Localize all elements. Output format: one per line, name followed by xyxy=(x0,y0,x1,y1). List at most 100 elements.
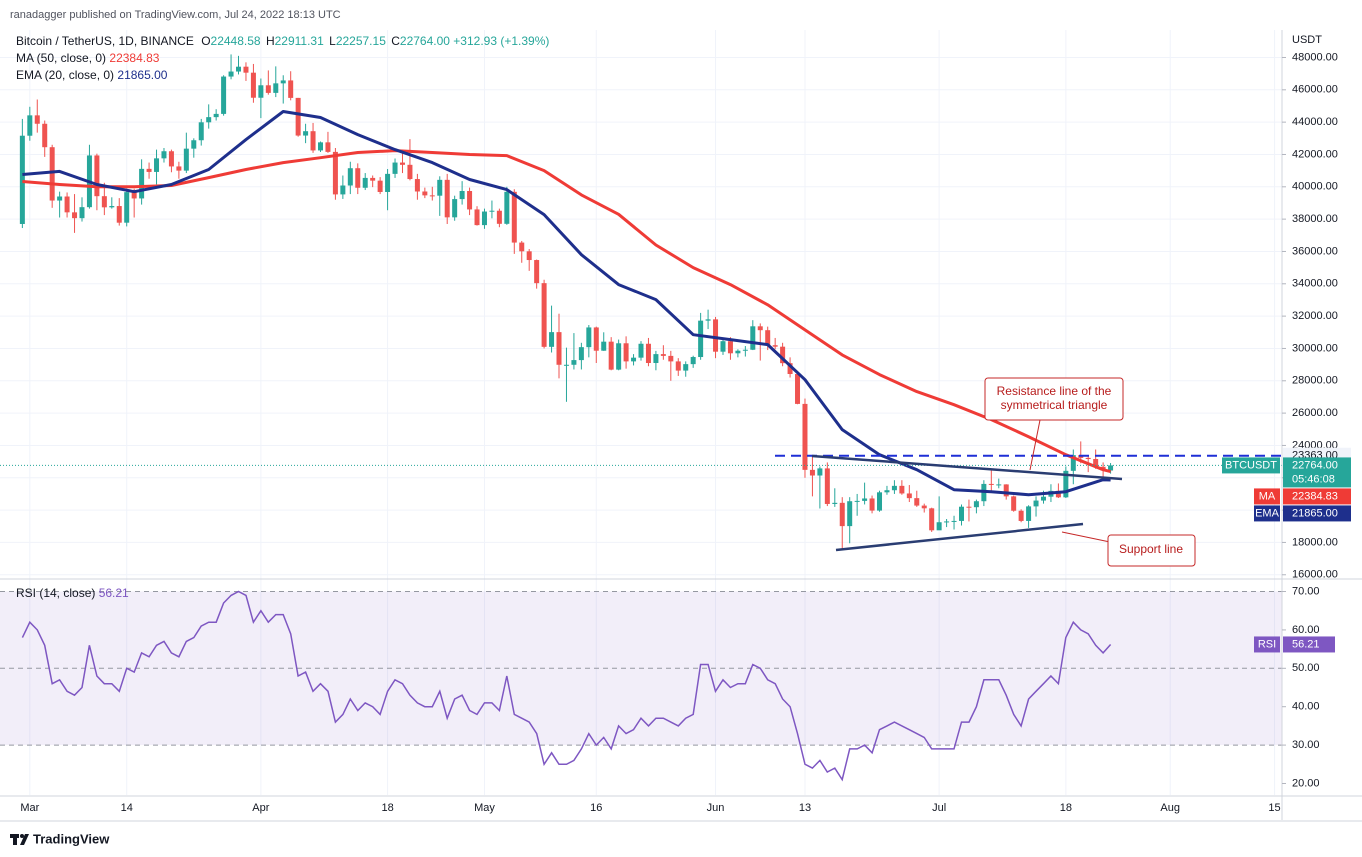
candle-body xyxy=(467,191,473,210)
candle-body xyxy=(474,209,480,226)
y-tick-label: 42000.00 xyxy=(1292,148,1338,160)
candle-body xyxy=(265,85,271,93)
candle-body xyxy=(57,196,63,201)
candle-body xyxy=(854,500,860,502)
annotation-text: Resistance line of the xyxy=(997,384,1112,398)
y-tick-label: 40000.00 xyxy=(1292,181,1338,193)
ohlc-key: C xyxy=(391,34,400,48)
candle-body xyxy=(966,506,972,508)
candle-body xyxy=(757,326,763,331)
candle-body xyxy=(355,168,361,188)
legend-rsi: RSI (14, close) 56.21 xyxy=(16,586,129,600)
candle-body xyxy=(809,469,815,476)
candle-body xyxy=(168,151,174,167)
y-tick-label: 28000.00 xyxy=(1292,375,1338,387)
candle-body xyxy=(780,346,786,364)
candle-body xyxy=(593,327,599,351)
candle-body xyxy=(131,192,137,199)
candle-body xyxy=(862,498,868,501)
y-tick-label: 16000.00 xyxy=(1292,569,1338,581)
candle-body xyxy=(34,115,40,124)
candle-body xyxy=(332,151,338,195)
candle-body xyxy=(362,177,368,188)
x-tick-label: Mar xyxy=(20,802,39,814)
candle-body xyxy=(601,341,607,351)
candle-body xyxy=(720,341,726,352)
candle-body xyxy=(1040,496,1046,501)
candle-body xyxy=(347,168,353,186)
candle-body xyxy=(921,505,927,509)
candle-body xyxy=(541,283,547,347)
x-tick-label: Aug xyxy=(1160,802,1180,814)
candle-body xyxy=(124,192,130,223)
candle-body xyxy=(511,191,517,243)
candle-body xyxy=(973,501,979,508)
candle-body xyxy=(586,327,592,348)
y-tick-label: 34000.00 xyxy=(1292,278,1338,290)
candle-body xyxy=(914,498,920,506)
candle-body xyxy=(221,76,227,114)
candle-body xyxy=(19,135,25,224)
candle-body xyxy=(228,71,234,77)
candle-body xyxy=(385,173,391,192)
candle-body xyxy=(392,162,398,174)
resistance-trendline xyxy=(811,454,1123,481)
y-tick-label: 36000.00 xyxy=(1292,245,1338,257)
candle-body xyxy=(534,260,540,284)
candle-body xyxy=(563,364,569,366)
plot xyxy=(0,54,1282,782)
y-tick-label: 48000.00 xyxy=(1292,51,1338,63)
candle-body xyxy=(437,179,443,196)
candle-body xyxy=(988,483,994,485)
candle-body xyxy=(444,179,450,218)
candle-body xyxy=(832,502,838,504)
candle-body xyxy=(549,332,555,347)
candle-body xyxy=(884,490,890,493)
countdown: 05:46:08 xyxy=(1292,473,1335,485)
rsi-line xyxy=(21,590,1112,782)
indicator-value: 56.21 xyxy=(99,586,129,600)
indicator-tag-name: MA xyxy=(1259,490,1276,502)
candle-body xyxy=(847,501,853,527)
callout-pointer xyxy=(1029,419,1041,471)
candle-body xyxy=(1011,496,1017,511)
candle-body xyxy=(802,403,808,470)
candle-body xyxy=(258,85,264,98)
candle-body xyxy=(683,364,689,371)
candle-body xyxy=(1063,470,1069,498)
indicator-value-label: 56.21 xyxy=(1292,638,1320,650)
candle-body xyxy=(891,485,897,491)
candle-body xyxy=(250,72,256,98)
ohlc-value: 22448.58 xyxy=(211,34,261,48)
candle-body xyxy=(795,373,801,404)
candle-body xyxy=(318,142,323,151)
candle-body xyxy=(645,343,651,364)
candle-body xyxy=(519,242,525,252)
candle-body xyxy=(653,354,659,364)
candle-body xyxy=(824,468,830,504)
support-trendline xyxy=(835,522,1084,552)
y-tick-label: 38000.00 xyxy=(1292,213,1338,225)
candle-body xyxy=(578,347,584,361)
legend-ema: EMA (20, close, 0) 21865.00 xyxy=(16,68,168,82)
callout-pointer xyxy=(1061,531,1111,543)
x-tick-label: Apr xyxy=(252,802,269,814)
candle-body xyxy=(631,357,637,362)
y-tick-label: 40.00 xyxy=(1292,701,1320,713)
y-tick-label: 60.00 xyxy=(1292,624,1320,636)
symbol-tag-label: BTCUSDT xyxy=(1225,459,1277,471)
annotation-text: Support line xyxy=(1119,542,1183,556)
last-price-tag xyxy=(1283,457,1351,488)
candle-body xyxy=(370,177,376,181)
candle-body xyxy=(638,343,644,358)
indicator-tag xyxy=(1254,636,1280,653)
candle-body xyxy=(422,191,428,196)
candle-body xyxy=(899,485,905,494)
last-price-label: 22764.00 xyxy=(1292,459,1338,471)
candle-body xyxy=(765,330,771,346)
candle-body xyxy=(213,113,219,118)
brand: TradingView xyxy=(33,831,110,846)
candle-body xyxy=(459,191,465,200)
